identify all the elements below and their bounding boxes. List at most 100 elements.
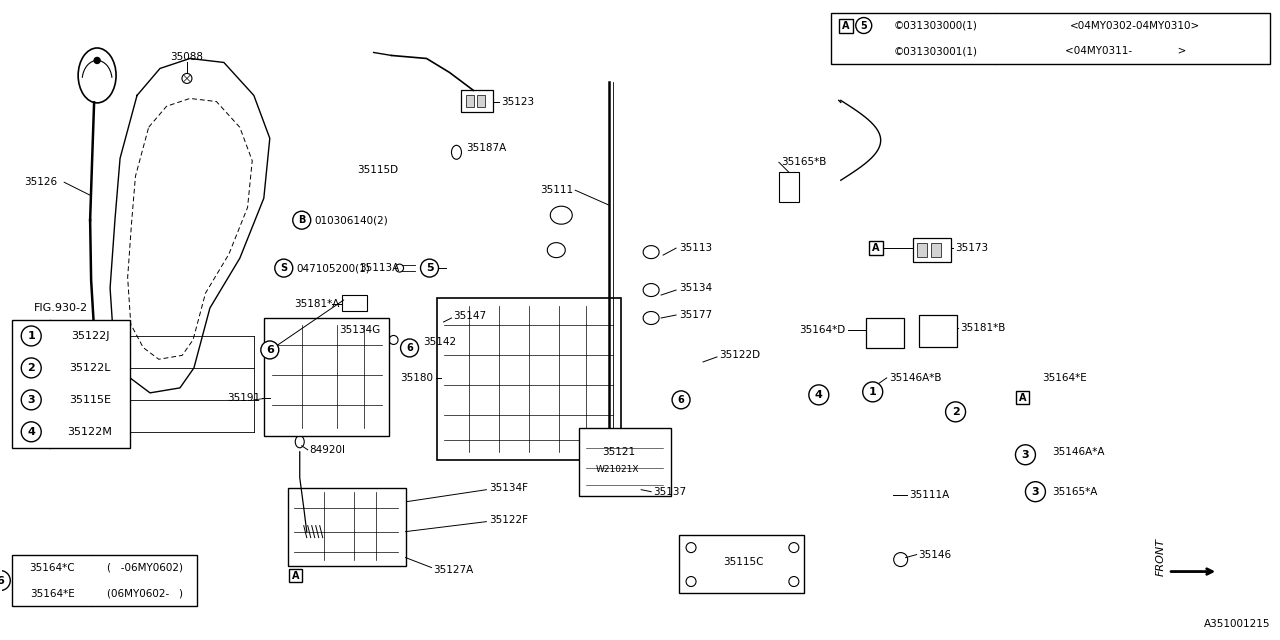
Text: A: A xyxy=(1019,393,1027,403)
Bar xyxy=(580,428,671,496)
Bar xyxy=(342,295,366,311)
Text: 35134: 35134 xyxy=(680,283,712,293)
Text: 35180: 35180 xyxy=(401,373,434,383)
Text: 35181*A: 35181*A xyxy=(294,299,339,309)
Text: 35121: 35121 xyxy=(603,447,636,457)
Circle shape xyxy=(809,385,829,405)
Text: 35165*B: 35165*B xyxy=(781,157,827,167)
Text: A: A xyxy=(842,20,850,31)
Text: 35122D: 35122D xyxy=(719,350,760,360)
Bar xyxy=(919,315,956,347)
Text: 35123: 35123 xyxy=(502,97,535,108)
Text: 35164*E: 35164*E xyxy=(29,589,74,598)
Circle shape xyxy=(22,390,41,410)
Text: 5: 5 xyxy=(426,263,434,273)
Text: 35134G: 35134G xyxy=(339,325,380,335)
Bar xyxy=(680,534,804,593)
Bar xyxy=(289,569,302,582)
Text: 35115E: 35115E xyxy=(69,395,111,405)
Bar xyxy=(264,318,389,436)
Bar xyxy=(838,19,852,33)
Text: 35165*A: 35165*A xyxy=(1052,486,1098,497)
Bar xyxy=(831,13,1270,65)
Text: ©031303000(1): ©031303000(1) xyxy=(893,20,978,31)
Text: 2: 2 xyxy=(952,407,960,417)
Text: 6: 6 xyxy=(266,345,274,355)
Text: 6: 6 xyxy=(406,343,413,353)
Circle shape xyxy=(22,422,41,442)
Text: <04MY0311-              >: <04MY0311- > xyxy=(1065,47,1187,56)
Text: 6: 6 xyxy=(0,575,4,586)
Text: 84920I: 84920I xyxy=(310,445,346,455)
Circle shape xyxy=(421,259,439,277)
Circle shape xyxy=(0,570,10,591)
Text: 35122F: 35122F xyxy=(489,515,529,525)
Text: 35134F: 35134F xyxy=(489,483,529,493)
Text: 3: 3 xyxy=(1021,450,1029,460)
Text: A351001215: A351001215 xyxy=(1203,620,1270,630)
Text: 35164*E: 35164*E xyxy=(1042,373,1087,383)
Text: 047105200(1): 047105200(1) xyxy=(297,263,370,273)
Text: 35147: 35147 xyxy=(453,311,486,321)
Text: 2: 2 xyxy=(27,363,35,373)
Circle shape xyxy=(22,358,41,378)
Bar xyxy=(288,488,406,566)
Circle shape xyxy=(261,341,279,359)
Text: 35122M: 35122M xyxy=(68,427,113,437)
Text: (06MY0602-   ): (06MY0602- ) xyxy=(106,589,183,598)
Circle shape xyxy=(1015,445,1036,465)
Bar xyxy=(466,95,475,108)
Text: 6: 6 xyxy=(677,395,685,405)
Bar xyxy=(436,298,621,460)
Bar xyxy=(865,318,904,348)
Text: FIG.930-2: FIG.930-2 xyxy=(35,303,88,313)
Text: 35111A: 35111A xyxy=(909,490,948,500)
Text: <04MY0302-04MY0310>: <04MY0302-04MY0310> xyxy=(1070,20,1201,31)
Text: 35122J: 35122J xyxy=(70,331,109,341)
Bar xyxy=(869,241,883,255)
Text: 35113A: 35113A xyxy=(360,263,399,273)
Text: 35115D: 35115D xyxy=(357,165,399,175)
Text: S: S xyxy=(280,263,287,273)
Text: 35146: 35146 xyxy=(919,550,952,559)
Text: 35164*D: 35164*D xyxy=(800,325,846,335)
Text: 3: 3 xyxy=(27,395,35,405)
Circle shape xyxy=(95,58,100,63)
Text: 35187A: 35187A xyxy=(466,143,507,154)
Text: 1: 1 xyxy=(27,331,35,341)
Circle shape xyxy=(22,326,41,346)
Text: A: A xyxy=(872,243,879,253)
Circle shape xyxy=(863,382,883,402)
Text: 35191: 35191 xyxy=(227,393,260,403)
Text: 35173: 35173 xyxy=(956,243,988,253)
Bar xyxy=(13,555,197,607)
Text: FRONT: FRONT xyxy=(1156,538,1165,575)
Text: 35177: 35177 xyxy=(680,310,712,320)
Bar xyxy=(780,172,799,202)
Bar xyxy=(931,243,941,257)
Text: 4: 4 xyxy=(27,427,35,437)
Text: 3: 3 xyxy=(1032,486,1039,497)
Text: 35142: 35142 xyxy=(424,337,457,347)
Text: 35115C: 35115C xyxy=(723,557,763,566)
Text: B: B xyxy=(298,215,306,225)
Bar xyxy=(462,90,493,113)
Text: 35181*B: 35181*B xyxy=(960,323,1006,333)
Bar xyxy=(1016,392,1029,404)
Bar xyxy=(913,238,951,262)
Circle shape xyxy=(275,259,293,277)
Bar xyxy=(477,95,485,108)
Text: 35126: 35126 xyxy=(24,177,58,188)
Text: A: A xyxy=(292,570,300,580)
Text: 35088: 35088 xyxy=(170,52,204,63)
Circle shape xyxy=(293,211,311,229)
Text: 35164*C: 35164*C xyxy=(29,563,76,573)
Text: 010306140(2): 010306140(2) xyxy=(315,215,388,225)
Text: 1: 1 xyxy=(869,387,877,397)
Text: 35113: 35113 xyxy=(680,243,712,253)
Text: 35146A*B: 35146A*B xyxy=(888,373,941,383)
Text: 35137: 35137 xyxy=(653,486,686,497)
Circle shape xyxy=(1025,482,1046,502)
Text: 4: 4 xyxy=(815,390,823,400)
Circle shape xyxy=(401,339,419,357)
